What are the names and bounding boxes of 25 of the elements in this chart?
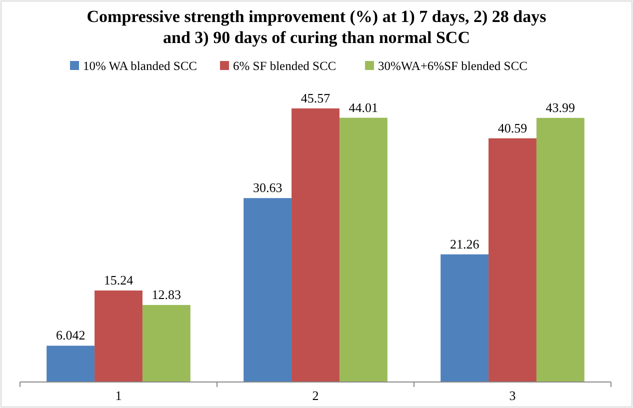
bar xyxy=(244,198,292,382)
data-label: 21.26 xyxy=(450,236,480,252)
legend-label: 6% SF blended SCC xyxy=(233,59,336,73)
x-tick-label: 3 xyxy=(509,388,516,403)
data-label: 45.57 xyxy=(300,90,331,106)
bar xyxy=(536,118,584,382)
data-label: 6.042 xyxy=(56,328,86,343)
bar xyxy=(292,108,340,382)
data-label: 30.63 xyxy=(252,180,282,196)
bar xyxy=(339,118,388,382)
legend-label: 10% WA blanded SCC xyxy=(83,59,198,73)
data-label: 12.83 xyxy=(152,286,182,302)
bar xyxy=(94,290,142,382)
chart-title: Compressive strength improvement (%) at 1) 7 days, 2) 28 days and 3) 90 days of curing than normal SCC xyxy=(86,7,547,47)
bar xyxy=(440,254,489,382)
legend-label: 30%WA+6%SF blended SCC xyxy=(378,59,528,73)
bar xyxy=(488,138,536,382)
x-tick-label: 1 xyxy=(115,388,122,403)
x-tick-label: 2 xyxy=(312,388,319,403)
data-label: 43.99 xyxy=(546,100,576,115)
data-label: 44.01 xyxy=(348,100,378,115)
data-label: 15.24 xyxy=(104,272,134,288)
bar xyxy=(142,304,190,382)
bar xyxy=(46,346,95,382)
data-label: 40.59 xyxy=(498,120,528,136)
